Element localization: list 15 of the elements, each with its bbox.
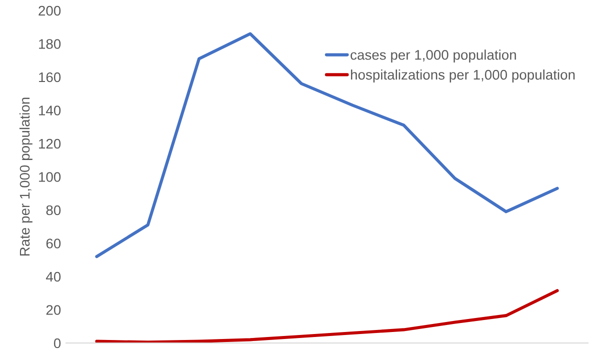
y-tick-label: 100: [39, 172, 61, 182]
y-tick-label: 160: [39, 72, 61, 82]
y-axis-title: Rate per 1,000 population: [19, 98, 32, 256]
legend-label: hospitalizations per 1,000 population: [351, 69, 575, 82]
y-tick-label: 80: [46, 205, 61, 216]
line-series: [95, 289, 559, 343]
y-tick-label: 40: [46, 272, 61, 282]
y-tick-label: 200: [38, 6, 61, 16]
y-tick-label: 180: [39, 39, 61, 49]
legend-label: cases per 1,000 population: [350, 50, 516, 63]
y-tick-label: 140: [39, 106, 61, 116]
y-tick-label: 0: [54, 338, 61, 348]
y-tick-label: 20: [46, 305, 61, 315]
y-tick-label: 120: [39, 138, 61, 149]
y-tick-label: 60: [46, 238, 61, 248]
